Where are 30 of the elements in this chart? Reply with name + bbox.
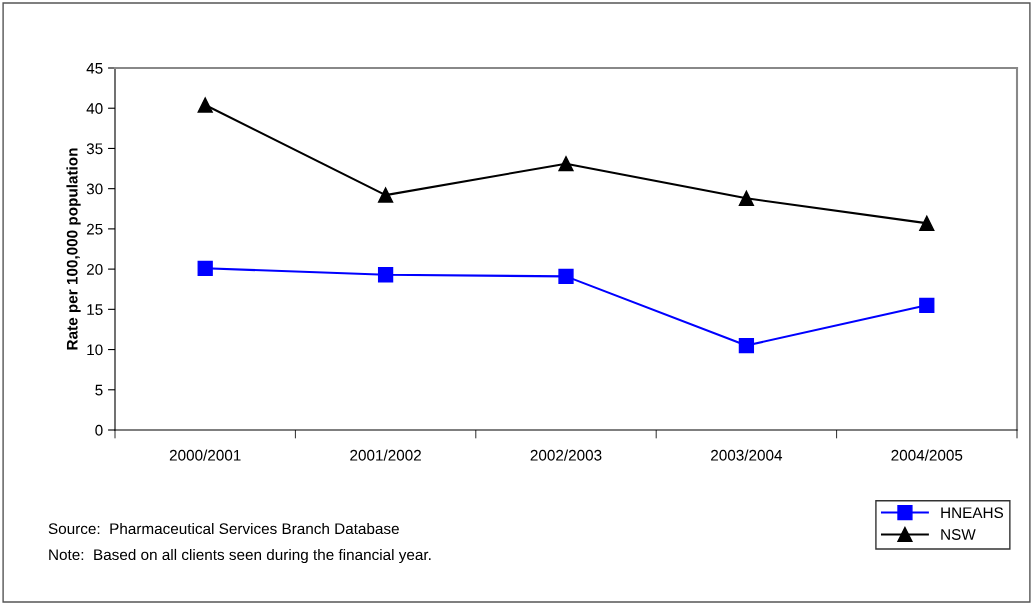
y-tick-label: 20 (86, 263, 103, 275)
y-tick-label: 15 (87, 304, 103, 316)
point (377, 187, 394, 203)
y-tick-label: 5 (95, 384, 103, 396)
point (738, 190, 755, 206)
point (558, 268, 574, 284)
x-tick-label: 2003/2004 (711, 449, 783, 461)
y-tick-label: 40 (86, 103, 103, 114)
y-tick-label: 35 (86, 143, 103, 155)
y-axis-title: Rate per 100,000 population (66, 148, 81, 350)
point (197, 260, 213, 276)
source-note: Source: Pharmaceutical Services Branch Database (48, 522, 399, 535)
x-tick-label: 2002/2003 (530, 449, 602, 461)
x-tick-label: 2001/2002 (350, 449, 421, 461)
legend-label: NSW (941, 529, 976, 540)
point (377, 267, 394, 283)
point (558, 156, 574, 172)
y-tick-label: 25 (86, 223, 103, 235)
legend-label: HNEAHS (941, 507, 1004, 519)
y-tick-label: 10 (87, 344, 103, 356)
y-tick-label: 0 (95, 424, 103, 436)
text: Note: Based on all clients seen during the financial year. (49, 548, 431, 564)
point (919, 297, 935, 313)
point (738, 337, 755, 354)
y-tick-label: 30 (86, 183, 103, 195)
x-tick-label: 2000/2001 (169, 449, 241, 461)
x-tick-label: 2004/2005 (891, 449, 963, 461)
point (197, 97, 213, 113)
point (919, 215, 935, 231)
y-tick-label: 45 (86, 63, 103, 74)
